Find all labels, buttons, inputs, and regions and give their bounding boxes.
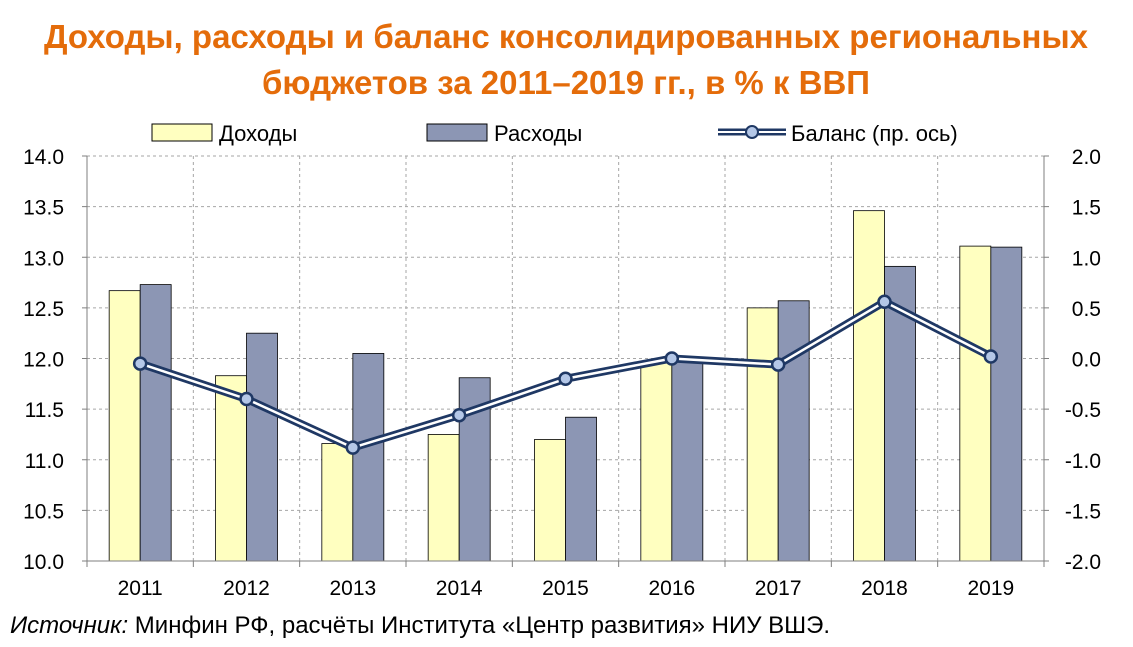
- bar-income-2018: [853, 210, 885, 562]
- legend-swatch-income: [151, 123, 213, 142]
- balance-point-2017: [770, 357, 786, 372]
- legend-label-expenses: Расходы: [494, 121, 582, 146]
- legend-label-balance: Баланс (пр. ось): [791, 121, 958, 146]
- bar-income-2016: [640, 361, 673, 562]
- y-tick-label-right: -2.0: [1065, 551, 1101, 574]
- bar-income-2019: [959, 245, 992, 562]
- y-tick-label-left: 14.0: [23, 146, 64, 169]
- x-tick-label-2011: 2011: [118, 577, 163, 600]
- source-text: Минфин РФ, расчёты Института «Центр разв…: [128, 612, 831, 639]
- y-tick-label-left: 13.5: [23, 197, 64, 220]
- y-tick-label-right: -0.5: [1065, 399, 1101, 422]
- balance-point-2015: [558, 371, 573, 386]
- y-tick-label-left: 13.0: [23, 247, 64, 270]
- legend: Доходы Расходы Баланс (пр. ось): [151, 121, 958, 146]
- tick-labels: 10.0 10.5 11.0 11.5 12.0 12.5 13.0 13.5 14.0 -2.0…: [23, 146, 1101, 600]
- y-tick-label-right: 0.0: [1072, 349, 1101, 372]
- bar-expenses-2019: [990, 246, 1023, 562]
- y-tick-label-left: 12.0: [23, 349, 64, 372]
- bar-income-2015: [534, 439, 566, 562]
- y-tick-label-left: 12.5: [23, 298, 64, 321]
- x-tick-label-2016: 2016: [648, 577, 695, 600]
- y-tick-label-right: 2.0: [1072, 146, 1101, 169]
- x-tick-label-2012: 2012: [223, 577, 270, 600]
- bar-expenses-2016: [671, 359, 704, 562]
- y-tick-label-right: -1.0: [1065, 450, 1101, 473]
- bar-expenses-2015: [565, 416, 597, 562]
- y-tick-label-left: 10.5: [23, 500, 64, 523]
- balance-point-2018: [877, 294, 892, 310]
- y-tick-label-right: 0.5: [1072, 298, 1101, 321]
- x-tick-label-2014: 2014: [436, 577, 483, 600]
- x-tick-label-2013: 2013: [329, 577, 376, 600]
- bar-expenses-2011: [139, 284, 172, 562]
- bar-income-2013: [321, 443, 354, 562]
- x-tick-label-2015: 2015: [542, 577, 589, 600]
- y-tick-label-right: 1.5: [1072, 197, 1101, 220]
- balance-point-2011: [132, 356, 148, 371]
- chart-title-line-1: Доходы, расходы и баланс консолидированн…: [44, 18, 1089, 55]
- source-label: Источник:: [10, 612, 129, 639]
- chart-title-line-2: бюджетов за 2011–2019 гг., в % к ВВП: [262, 64, 870, 101]
- balance-point-2019: [983, 349, 999, 364]
- bar-expenses-2013: [352, 353, 385, 562]
- balance-point-2013: [345, 440, 361, 455]
- legend-marker-balance: [745, 125, 759, 139]
- bar-income-2014: [427, 434, 460, 562]
- x-tick-label-2017: 2017: [755, 577, 802, 600]
- legend-swatch-expenses: [426, 123, 488, 142]
- bar-expenses-2017: [777, 300, 810, 562]
- bar-expenses-2012: [246, 332, 278, 562]
- source-note: Источник: Минфин РФ, расчёты Института «…: [10, 612, 830, 640]
- y-tick-label-left: 10.0: [23, 551, 64, 574]
- x-tick-label-2018: 2018: [861, 577, 908, 600]
- balance-point-2014: [451, 407, 467, 423]
- y-tick-label-right: 1.0: [1072, 247, 1101, 270]
- axes: [82, 155, 1049, 567]
- x-tick-label-2019: 2019: [967, 577, 1014, 600]
- y-tick-label-left: 11.5: [25, 399, 64, 422]
- bar-income-2011: [108, 290, 141, 562]
- gridlines: [87, 155, 1044, 562]
- balance-series: [132, 294, 999, 455]
- y-tick-label-right: -1.5: [1065, 500, 1101, 523]
- legend-label-income: Доходы: [219, 121, 297, 146]
- y-tick-label-left: 11.0: [25, 450, 64, 473]
- balance-point-2016: [664, 351, 680, 366]
- balance-point-2012: [239, 391, 254, 407]
- bar-income-2017: [746, 307, 779, 562]
